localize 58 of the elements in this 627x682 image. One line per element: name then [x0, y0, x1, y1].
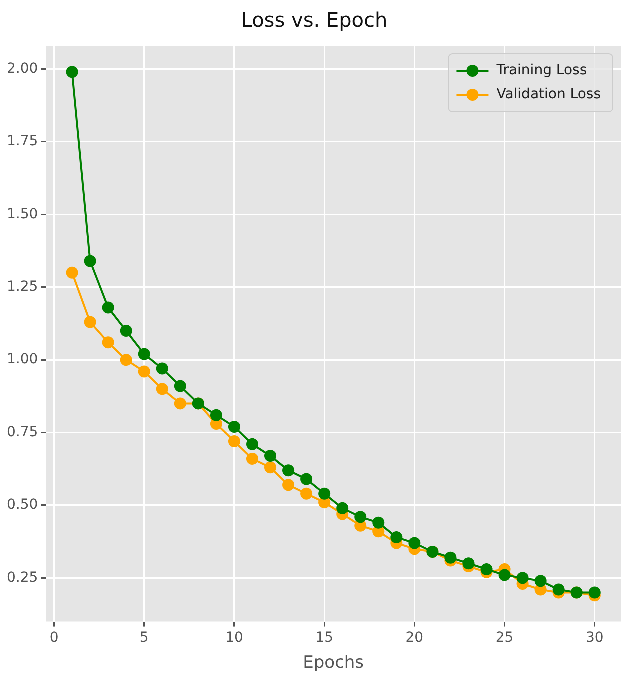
point — [552, 584, 565, 596]
legend-label: Validation Loss — [496, 86, 602, 103]
point — [462, 558, 475, 570]
x-tick-label: 20 — [406, 630, 424, 646]
x-tick-label: 5 — [140, 630, 149, 646]
point — [372, 516, 385, 529]
x-tick-label: 15 — [316, 630, 334, 646]
point — [84, 316, 96, 328]
point — [408, 537, 421, 550]
y-tick-label: 2.00 — [7, 60, 38, 77]
point — [336, 502, 349, 514]
point — [84, 255, 96, 268]
point — [102, 302, 114, 314]
point — [174, 398, 186, 410]
point — [174, 380, 186, 392]
point — [390, 531, 403, 544]
point — [246, 452, 258, 465]
point — [588, 586, 601, 599]
point — [210, 409, 222, 422]
point — [498, 569, 511, 582]
point — [246, 438, 258, 450]
point — [138, 348, 150, 360]
point — [102, 336, 114, 349]
y-tick-label: 1.25 — [7, 279, 38, 296]
point — [264, 462, 277, 474]
point — [480, 563, 493, 576]
y-tick-label: 1.75 — [7, 134, 38, 150]
y-tick-label: 1.50 — [7, 206, 38, 222]
y-tick-label: 0.50 — [7, 497, 38, 514]
x-axis-title: Epochs — [303, 653, 364, 674]
y-tick-label: 0.75 — [7, 424, 38, 440]
y-tick-label: 0.25 — [7, 570, 38, 586]
point — [228, 420, 240, 433]
point — [354, 511, 367, 524]
point — [138, 366, 150, 378]
point — [318, 488, 331, 500]
legend-label: Training Loss — [496, 62, 588, 79]
point — [120, 324, 132, 337]
point — [444, 552, 457, 564]
x-tick-label: 30 — [586, 630, 604, 646]
point — [156, 383, 168, 396]
point — [120, 354, 132, 366]
x-tick-label: 25 — [496, 630, 514, 646]
point — [228, 436, 240, 448]
point — [156, 362, 168, 375]
point — [66, 66, 78, 78]
point — [534, 575, 547, 588]
x-tick-label: 10 — [226, 630, 244, 646]
point — [300, 473, 313, 486]
point — [282, 464, 295, 477]
point — [66, 266, 78, 279]
point — [282, 479, 295, 492]
point — [300, 488, 313, 500]
chart-title: Loss vs. Epoch — [241, 8, 388, 32]
y-tick-label: 1.00 — [7, 352, 38, 368]
point — [516, 572, 529, 584]
point — [264, 450, 277, 462]
x-tick-label: 0 — [50, 630, 59, 646]
